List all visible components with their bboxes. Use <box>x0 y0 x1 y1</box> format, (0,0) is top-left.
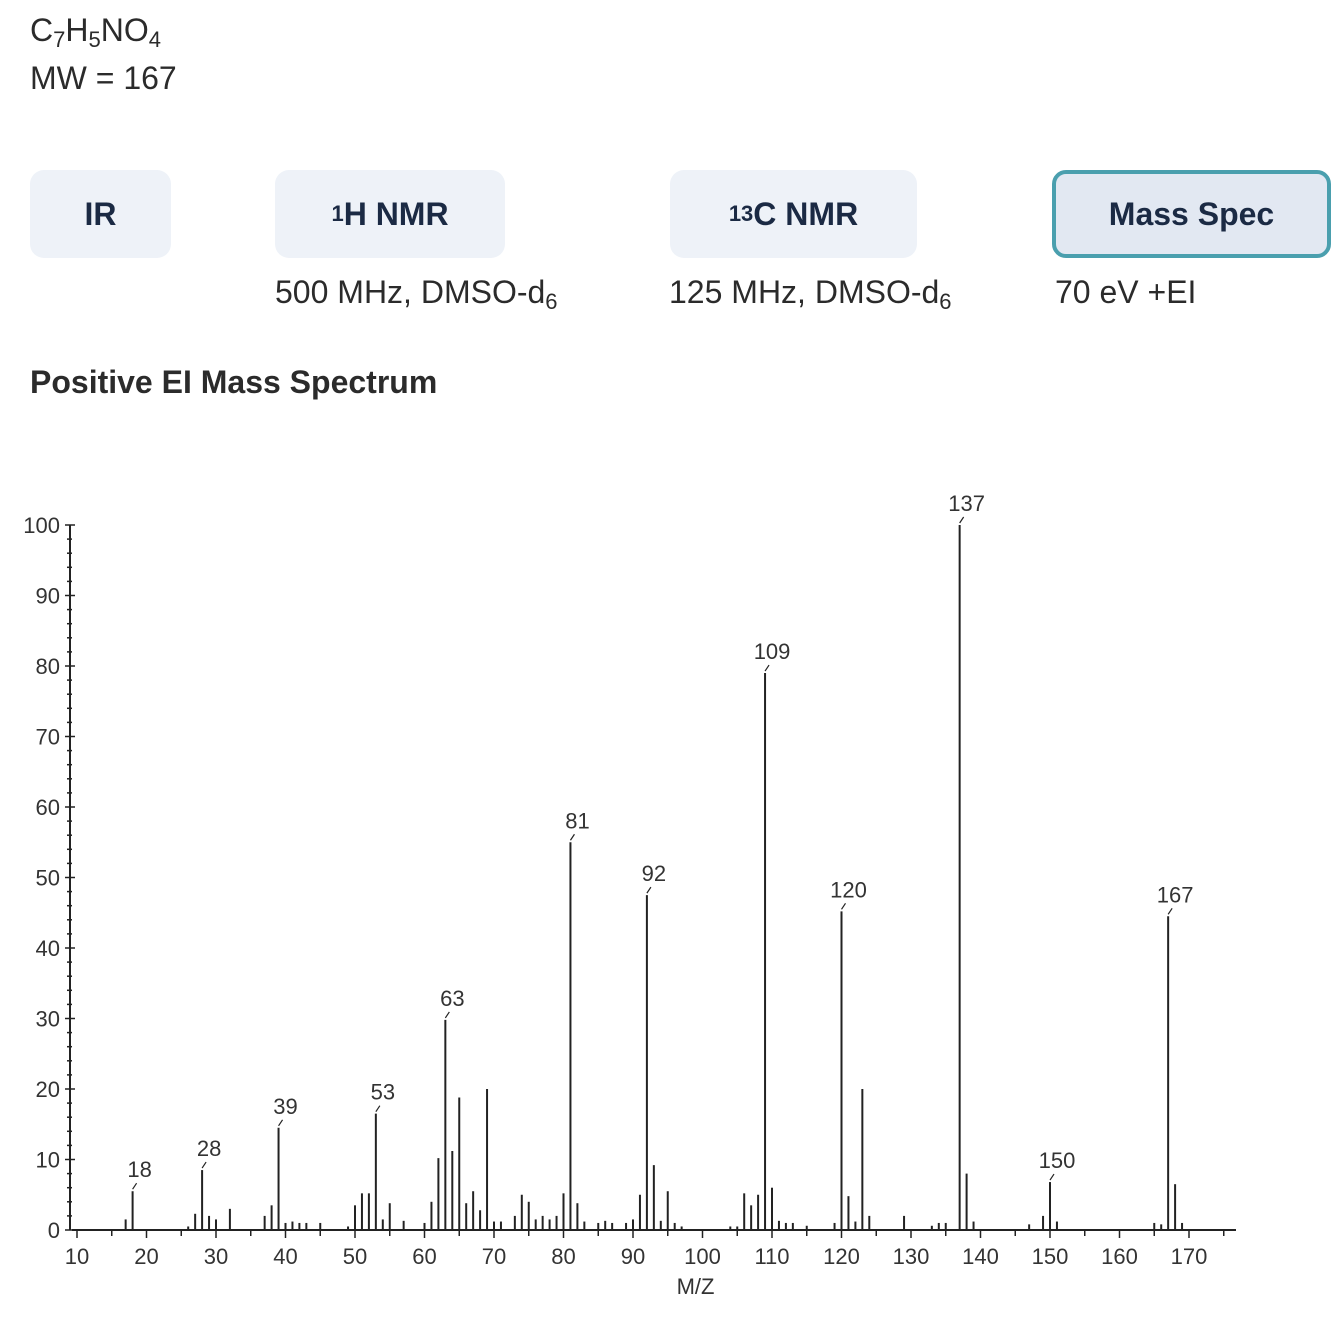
peak-label-tick <box>278 1119 284 1127</box>
peak-label: 167 <box>1157 882 1194 907</box>
x-tick-label: 30 <box>204 1244 228 1269</box>
x-tick-label: 150 <box>1032 1244 1069 1269</box>
peak-label: 39 <box>273 1094 297 1119</box>
y-tick-label: 70 <box>36 725 60 750</box>
peak-label-tick <box>646 886 652 894</box>
tab-c-nmr-sup: 13 <box>728 201 754 226</box>
x-tick-label: 20 <box>134 1244 158 1269</box>
peak-label-tick <box>1167 907 1173 915</box>
peak-label-tick <box>841 903 846 910</box>
x-tick-label: 70 <box>482 1244 506 1269</box>
x-tick-label: 40 <box>273 1244 297 1269</box>
peak-label-tick <box>375 1105 381 1113</box>
formula-c-count: 7 <box>53 27 66 52</box>
y-tick-label: 50 <box>36 866 60 891</box>
c-nmr-conditions-sub: 6 <box>939 289 952 314</box>
y-tick-label: 20 <box>36 1077 60 1102</box>
ms-conditions-text: 70 eV +EI <box>1055 274 1197 310</box>
tab-h-nmr-label: H NMR <box>343 195 449 232</box>
h-nmr-conditions-sub: 6 <box>545 289 558 314</box>
peak-label-tick <box>959 516 965 524</box>
peak-label: 18 <box>127 1157 151 1182</box>
tab-ir[interactable]: IR <box>30 170 171 258</box>
formula-c: C <box>30 12 54 48</box>
peak-label: 63 <box>440 986 464 1011</box>
ms-conditions: 70 eV +EI <box>1055 272 1196 312</box>
peak-label: 109 <box>754 639 791 664</box>
tab-c-nmr[interactable]: 13 C NMR <box>670 170 917 258</box>
tab-h-nmr-sup: 1 <box>331 201 344 226</box>
peak-label-tick <box>201 1161 207 1169</box>
y-tick-label: 100 <box>23 513 60 538</box>
formula-o-count: 4 <box>148 27 161 52</box>
tab-ir-label: IR <box>84 195 117 232</box>
peak-label: 28 <box>197 1136 221 1161</box>
y-tick-label: 40 <box>36 936 60 961</box>
peak-label-tick <box>444 1011 450 1019</box>
x-tick-label: 10 <box>65 1244 89 1269</box>
peak-label-tick <box>132 1182 138 1190</box>
c-nmr-conditions: 125 MHz, DMSO-d6 <box>669 272 952 322</box>
x-tick-label: 160 <box>1101 1244 1138 1269</box>
molecular-formula: C7H5NO4 <box>30 10 161 60</box>
peak-label: 53 <box>371 1080 395 1105</box>
x-tick-label: 170 <box>1171 1244 1208 1269</box>
tab-mass-spec[interactable]: Mass Spec <box>1052 170 1331 258</box>
y-tick-label: 60 <box>36 795 60 820</box>
tab-mass-spec-label: Mass Spec <box>1108 195 1275 232</box>
tab-c-nmr-label: C NMR <box>753 195 859 232</box>
y-tick-label: 90 <box>36 584 60 609</box>
x-axis-label: M/Z <box>677 1274 715 1299</box>
x-tick-label: 50 <box>343 1244 367 1269</box>
x-tick-label: 140 <box>962 1244 999 1269</box>
y-tick-label: 10 <box>36 1148 60 1173</box>
y-tick-label: 80 <box>36 654 60 679</box>
x-tick-label: 90 <box>621 1244 645 1269</box>
peak-label: 150 <box>1039 1148 1076 1173</box>
y-tick-label: 0 <box>48 1218 60 1243</box>
c-nmr-conditions-text: 125 MHz, DMSO-d <box>669 274 940 310</box>
molecular-weight: MW = 167 <box>30 60 177 96</box>
x-tick-label: 60 <box>412 1244 436 1269</box>
h-nmr-conditions-text: 500 MHz, DMSO-d <box>275 274 546 310</box>
formula-h-count: 5 <box>88 27 101 52</box>
formula-h: H <box>65 12 89 48</box>
peak-label-tick <box>569 833 575 841</box>
peak-label-tick <box>764 664 770 672</box>
x-tick-label: 80 <box>551 1244 575 1269</box>
peak-label: 81 <box>565 808 589 833</box>
peak-label: 92 <box>642 861 666 886</box>
y-tick-label: 30 <box>36 1007 60 1032</box>
peak-label-tick <box>1049 1173 1055 1181</box>
x-tick-label: 100 <box>684 1244 721 1269</box>
x-tick-label: 110 <box>754 1244 789 1269</box>
mass-spectrum-chart: 10 20 30 40 50 60 70 80 90 100 110 120 130 140 150 160 1… <box>23 491 1236 1299</box>
peak-label: 120 <box>830 877 867 902</box>
peak-label: 137 <box>948 491 985 516</box>
x-tick-label: 130 <box>893 1244 930 1269</box>
h-nmr-conditions: 500 MHz, DMSO-d6 <box>275 272 558 322</box>
formula-no: NO <box>100 12 149 48</box>
x-tick-label: 120 <box>823 1244 860 1269</box>
section-title: Positive EI Mass Spectrum <box>30 364 438 400</box>
